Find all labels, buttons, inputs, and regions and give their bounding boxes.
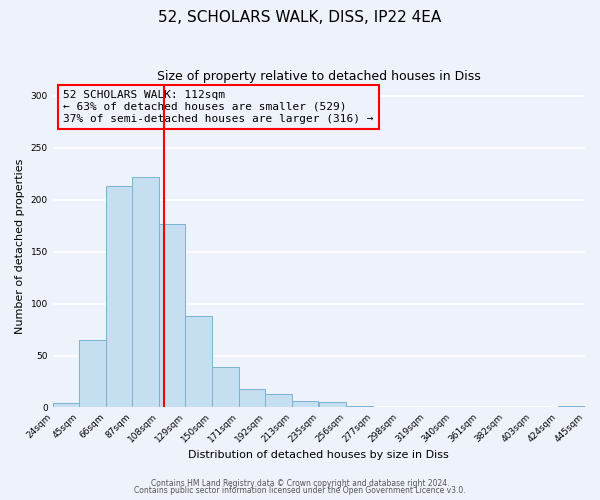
- Bar: [212, 367, 239, 408]
- Text: 52 SCHOLARS WALK: 112sqm
← 63% of detached houses are smaller (529)
37% of semi-: 52 SCHOLARS WALK: 112sqm ← 63% of detach…: [64, 90, 374, 124]
- Bar: [265, 394, 292, 407]
- Text: 52, SCHOLARS WALK, DISS, IP22 4EA: 52, SCHOLARS WALK, DISS, IP22 4EA: [158, 10, 442, 25]
- Bar: [106, 186, 133, 408]
- Bar: [185, 316, 212, 408]
- Bar: [239, 389, 265, 407]
- Bar: [53, 404, 79, 407]
- Bar: [559, 406, 585, 408]
- Bar: [319, 402, 346, 407]
- X-axis label: Distribution of detached houses by size in Diss: Distribution of detached houses by size …: [188, 450, 449, 460]
- Bar: [292, 402, 318, 407]
- Bar: [159, 224, 185, 408]
- Text: Contains HM Land Registry data © Crown copyright and database right 2024.: Contains HM Land Registry data © Crown c…: [151, 478, 449, 488]
- Bar: [133, 177, 159, 408]
- Bar: [346, 406, 373, 408]
- Y-axis label: Number of detached properties: Number of detached properties: [15, 159, 25, 334]
- Title: Size of property relative to detached houses in Diss: Size of property relative to detached ho…: [157, 70, 481, 83]
- Bar: [79, 340, 106, 407]
- Text: Contains public sector information licensed under the Open Government Licence v3: Contains public sector information licen…: [134, 486, 466, 495]
